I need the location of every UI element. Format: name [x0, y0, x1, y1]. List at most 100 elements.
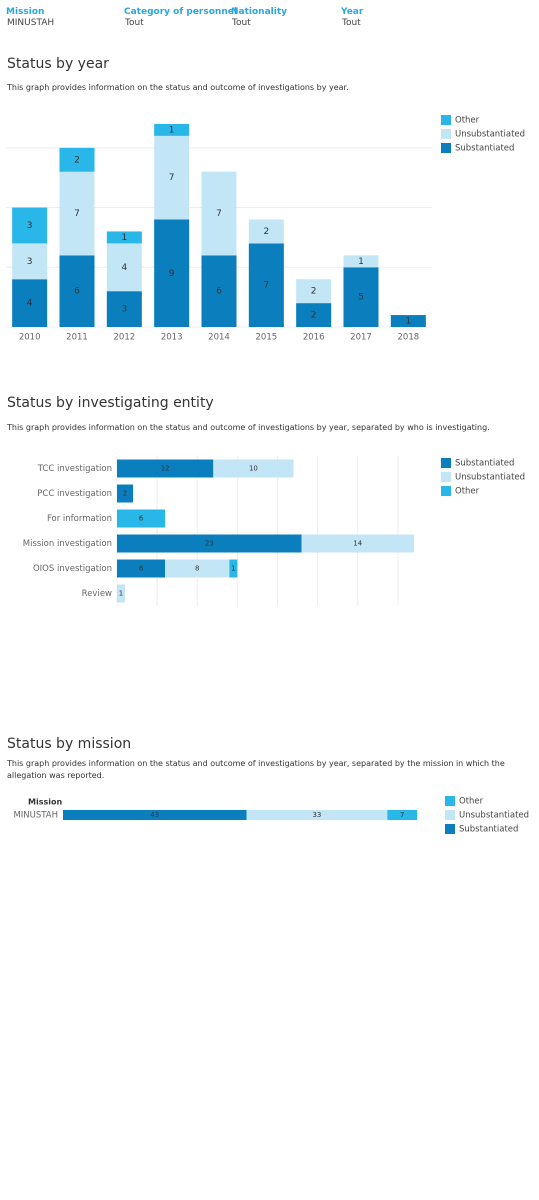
bar-segment — [59, 255, 95, 327]
x-tick-label: 2015 — [256, 333, 278, 343]
value-label: 3 — [27, 257, 33, 267]
chart-title: Status by year — [7, 56, 109, 72]
value-label: 9 — [169, 269, 175, 279]
y-tick-label: PCC investigation — [37, 489, 112, 499]
bar-segment — [117, 459, 214, 478]
legend-swatch — [445, 810, 455, 820]
bar-segment — [343, 267, 379, 327]
filter-label[interactable]: Nationality — [231, 7, 287, 17]
bar-segment — [63, 809, 247, 821]
y-tick-label: TCC investigation — [37, 464, 112, 474]
bar-segment — [12, 243, 48, 280]
bar-segment — [117, 584, 126, 603]
bar-segment — [106, 243, 142, 292]
value-label: 6 — [74, 287, 80, 297]
legend-label: Substantiated — [455, 144, 514, 154]
y-tick-label: Review — [82, 589, 112, 599]
value-label: 1 — [231, 565, 235, 573]
filter-value[interactable]: Tout — [232, 18, 251, 28]
x-tick-label: 2017 — [350, 333, 372, 343]
value-label: 6 — [139, 565, 144, 573]
bar-segment — [296, 279, 332, 304]
chart-title: Status by investigating entity — [7, 395, 214, 411]
value-label: 7 — [263, 281, 269, 291]
value-label: 23 — [205, 540, 214, 548]
filter-value[interactable]: Tout — [342, 18, 361, 28]
value-label: 4 — [27, 299, 33, 309]
bar-segment — [165, 559, 230, 578]
bar-segment — [154, 219, 190, 327]
legend-swatch — [441, 115, 451, 125]
chart-subtitle: This graph provides information on the s… — [7, 423, 490, 432]
value-label: 2 — [311, 311, 317, 321]
value-label: 14 — [353, 540, 362, 548]
value-label: 1 — [405, 317, 411, 327]
value-label: 2 — [263, 227, 269, 237]
bar-segment — [117, 534, 302, 553]
value-label: 1 — [119, 590, 123, 598]
legend-swatch — [441, 486, 451, 496]
bar-segment — [117, 559, 166, 578]
value-label: 5 — [358, 293, 364, 303]
x-tick-label: 2016 — [303, 333, 325, 343]
bar-segment — [301, 534, 414, 553]
filter-label[interactable]: Mission — [6, 7, 45, 17]
y-tick-label: MINUSTAH — [13, 811, 58, 821]
value-label: 7 — [400, 811, 404, 819]
value-label: 2 — [311, 287, 317, 297]
bar-segment — [106, 291, 142, 327]
x-tick-label: 2010 — [19, 333, 41, 343]
value-label: 1 — [121, 233, 127, 243]
bar-segment — [296, 303, 332, 327]
filter-label[interactable]: Year — [341, 7, 364, 17]
bar-segment — [117, 509, 166, 528]
filter-value[interactable]: Tout — [125, 18, 144, 28]
legend-label: Unsubstantiated — [459, 811, 529, 821]
y-tick-label: OIOS investigation — [33, 564, 112, 574]
bar-segment — [387, 809, 418, 821]
value-label: 1 — [169, 125, 175, 135]
value-label: 4 — [121, 263, 127, 273]
legend-swatch — [441, 129, 451, 139]
bar-segment — [343, 255, 379, 268]
legend-swatch — [445, 796, 455, 806]
chart-subtitle: This graph provides information on the s… — [7, 83, 349, 92]
legend-label: Unsubstantiated — [455, 473, 525, 483]
bar-segment — [59, 147, 95, 172]
legend-label: Unsubstantiated — [455, 130, 525, 140]
bar-segment — [229, 559, 238, 578]
y-tick-label: Mission investigation — [23, 539, 112, 549]
bar-segment — [106, 231, 142, 244]
legend-label: Other — [459, 797, 484, 807]
bar-segment — [154, 123, 190, 136]
bar-segment — [201, 171, 237, 256]
value-label: 6 — [216, 287, 222, 297]
bar-segment — [59, 171, 95, 256]
bar-segment — [246, 809, 388, 821]
filter-label[interactable]: Category of personnel — [124, 7, 237, 17]
legend-swatch — [441, 143, 451, 153]
legend-swatch — [441, 458, 451, 468]
legend-label: Substantiated — [459, 825, 518, 835]
x-tick-label: 2011 — [66, 333, 88, 343]
value-label: 12 — [161, 465, 170, 473]
legend-swatch — [441, 472, 451, 482]
chart-title: Status by mission — [7, 736, 132, 752]
bar-segment — [154, 135, 190, 220]
bar-segment — [201, 255, 237, 327]
bar-segment — [248, 243, 284, 327]
y-tick-label: For information — [47, 514, 112, 524]
legend-swatch — [445, 824, 455, 834]
value-label: 7 — [216, 209, 222, 219]
bar-segment — [213, 459, 294, 478]
x-tick-label: 2013 — [161, 333, 183, 343]
value-label: 3 — [121, 305, 127, 315]
value-label: 1 — [358, 257, 364, 267]
filter-value[interactable]: MINUSTAH — [7, 18, 55, 28]
value-label: 3 — [27, 221, 33, 231]
x-tick-label: 2014 — [208, 333, 230, 343]
legend-label: Substantiated — [455, 459, 514, 469]
value-label: 7 — [169, 173, 175, 183]
legend-label: Other — [455, 487, 480, 497]
